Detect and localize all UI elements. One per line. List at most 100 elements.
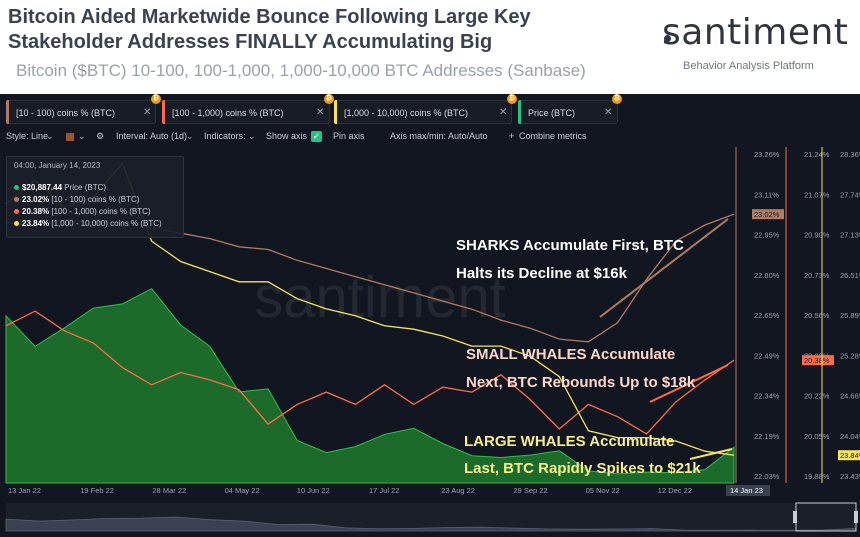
x-tick-label: 17 Jul 22	[369, 486, 399, 495]
y-tick-label: 22.95%	[754, 231, 780, 240]
y-tick-label: 26.51%	[840, 271, 860, 280]
plus-icon[interactable]: +	[509, 131, 515, 141]
price-area-layer	[5, 288, 735, 484]
price-area	[5, 288, 735, 484]
last-value-badge	[838, 450, 860, 461]
x-tick-label: 13 Jan 22	[8, 486, 41, 495]
navigator-handle-left[interactable]	[793, 511, 797, 523]
tab-1000-10000[interactable]: [1,000 - 10,000) coins % (BTC) ✕ ₿	[334, 94, 517, 124]
y-tick-label: 21.07%	[804, 190, 830, 199]
y-tick-label: 23.26%	[754, 150, 780, 159]
x-tick-label: 05 Nov 22	[586, 486, 620, 495]
tooltip-label: [1,000 - 10,000) coins % (BTC)	[51, 219, 162, 228]
tab-100-1000-label: [100 - 1,000) coins % (BTC)	[172, 108, 284, 118]
axis-maxmin-dropdown[interactable]: Axis max/min: Auto/Auto	[390, 131, 488, 141]
y-tick-label: 25.28%	[840, 351, 860, 360]
tab-10-100[interactable]: [10 - 100) coins % (BTC) ✕ ₿	[6, 94, 161, 124]
brand-logo: santiment	[662, 12, 849, 53]
chevron-down-icon[interactable]: ⌄	[248, 131, 256, 141]
x-tick-label: 19 Feb 22	[80, 486, 114, 495]
navigator-handle-right[interactable]	[854, 511, 858, 523]
y-tick-label: 28.36%	[840, 150, 860, 159]
x-tick-label: 12 Dec 22	[658, 486, 692, 495]
y-tick-label: 20.05%	[804, 432, 830, 441]
tooltip-row-10-100: 23.02% [10 - 100) coins % (BTC)	[14, 195, 139, 204]
y-tick-label: 22.03%	[754, 472, 780, 481]
style-dropdown[interactable]: Style: Line	[6, 131, 49, 141]
tooltip-value: 23.84%	[22, 219, 50, 228]
color-swatch-icon[interactable]	[66, 133, 74, 141]
close-icon[interactable]: ✕	[499, 107, 508, 118]
y-tick-label: 20.56%	[804, 311, 830, 320]
y-tick-label: 24.04%	[840, 432, 860, 441]
arrow-sharks	[599, 218, 729, 318]
arrow-large-whales	[689, 448, 733, 460]
x-tick-label: 04 May 22	[225, 486, 260, 495]
settings-icon[interactable]: ⚙	[96, 131, 105, 141]
chart-subtitle: Bitcoin ($BTC) 10-100, 100-1,000, 1,000-…	[16, 61, 586, 80]
y-tick-label: 22.19%	[754, 432, 780, 441]
navigator[interactable]	[5, 502, 858, 532]
x-tick-label: 28 Mar 22	[152, 486, 186, 495]
tooltip-row-1000-10000: 23.84% [1,000 - 10,000) coins % (BTC)	[14, 219, 162, 228]
pin-axis-label[interactable]: Pin axis	[333, 131, 365, 141]
chart-title: Bitcoin Aided Marketwide Bounce Followin…	[8, 6, 531, 53]
metric-tabs: [10 - 100) coins % (BTC) ✕ ₿ [100 - 1,00…	[0, 94, 860, 130]
chart-canvas: santiment 23.26%23.11%22.95%22.80%22.65%…	[5, 147, 860, 532]
tab-1000-10000-label: [1,000 - 10,000) coins % (BTC)	[344, 108, 469, 118]
x-tick-label: 29 Sep 22	[513, 486, 547, 495]
y-tick-label: 22.49%	[754, 351, 780, 360]
bitcoin-icon: ₿	[612, 94, 622, 104]
chevron-down-icon[interactable]: ⌄	[78, 131, 86, 141]
brand-dot	[664, 35, 671, 42]
annotation-small-whales-line1: SMALL WHALES Accumulate	[466, 346, 676, 363]
chevron-down-icon[interactable]: ⌄	[46, 131, 54, 141]
series-dot-icon	[14, 221, 19, 227]
tooltip-value: 20.38%	[22, 207, 50, 216]
show-axis-checkbox[interactable]: ✓	[311, 131, 322, 142]
tooltip-row-100-1000: 20.38% [100 - 1,000) coins % (BTC)	[14, 207, 151, 216]
tooltip-value: $20,887.44	[22, 183, 63, 192]
y-tick-label: 21.24%	[804, 150, 830, 159]
tab-1000-10000-swatch	[334, 100, 337, 124]
close-icon[interactable]: ✕	[316, 107, 325, 118]
series-dot-icon	[14, 197, 19, 203]
y-tick-label: 23.11%	[754, 190, 779, 199]
tab-100-1000-swatch	[162, 100, 165, 124]
y-tick-label: 20.73%	[804, 271, 830, 280]
last-value-badge	[802, 355, 834, 366]
chevron-down-icon[interactable]: ⌄	[186, 131, 194, 141]
show-axis-label: Show axis	[266, 131, 308, 141]
annotation-small-whales-line2: Next, BTC Rebounds Up to $18k	[466, 374, 696, 391]
y-axes-layer: 23.26% 23.11% 22.95% 22.80% 22.65% 22.49% 22.3…	[735, 147, 860, 483]
tab-100-1000[interactable]: [100 - 1,000) coins % (BTC) ✕ ₿	[162, 94, 334, 124]
close-icon[interactable]: ✕	[143, 107, 152, 118]
tooltip-label: [10 - 100) coins % (BTC)	[51, 195, 140, 204]
last-value-label: 23.02%	[754, 210, 780, 219]
interval-dropdown[interactable]: Interval: Auto (1d)	[116, 131, 188, 141]
tooltip-panel: 04:00, January 14, 2023 $20,887.44 Price…	[6, 156, 184, 238]
x-tick-label: 23 Aug 22	[441, 486, 475, 495]
y-tick-label: 23.43%	[840, 472, 860, 481]
arrow-small-whales	[649, 364, 729, 403]
tab-price[interactable]: Price (BTC) ✕ ₿	[518, 94, 622, 124]
last-value-label: 20.38%	[804, 356, 830, 365]
last-value-label: 23.84%	[840, 451, 860, 460]
tab-price-swatch	[518, 100, 521, 124]
tab-10-100-swatch	[6, 100, 9, 124]
chart-toolbar: Style: Line ⌄ ⌄ ⚙ Interval: Auto (1d) ⌄ …	[0, 129, 860, 147]
close-icon[interactable]: ✕	[604, 107, 613, 118]
tab-10-100-label: [10 - 100) coins % (BTC)	[16, 108, 116, 118]
indicators-dropdown[interactable]: Indicators:	[204, 131, 246, 141]
x-tick-label: 10 Jun 22	[297, 486, 330, 495]
combine-metrics-button[interactable]: Combine metrics	[519, 131, 587, 141]
y-tick-label: 20.90%	[804, 231, 830, 240]
annotation-sharks-line1: SHARKS Accumulate First, BTC	[456, 237, 684, 254]
y-tick-label: 24.66%	[840, 392, 860, 401]
y-tick-label: 19.88%	[804, 472, 830, 481]
y-tick-label: 22.65%	[754, 311, 780, 320]
tab-price-label: Price (BTC)	[528, 108, 575, 118]
brand-tagline: Behavior Analysis Platform	[683, 60, 814, 72]
last-value-badge	[752, 209, 784, 220]
x-axis-layer: 13 Jan 22 19 Feb 22 28 Mar 22 04 May 22 10 J…	[8, 485, 770, 496]
